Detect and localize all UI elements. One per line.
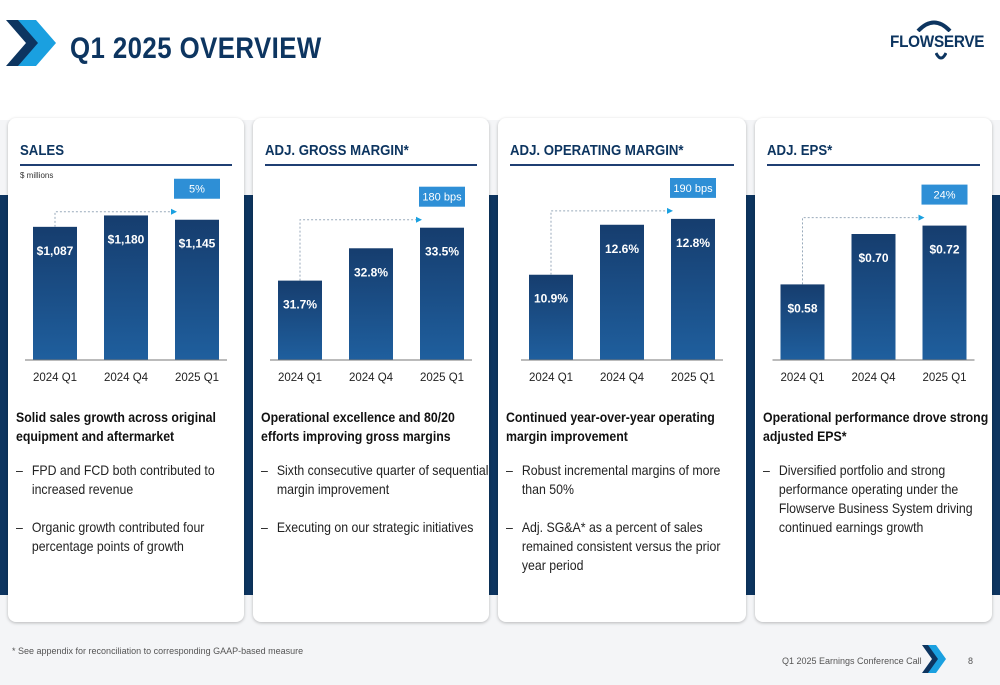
bar-value-label: 10.9%: [534, 292, 568, 306]
bullet-item: Diversified portfolio and strong perform…: [763, 461, 1000, 537]
card-title: ADJ. EPS*: [767, 142, 833, 159]
change-callout-label: 5%: [189, 184, 205, 196]
footer-source: Q1 2025 Earnings Conference Call: [782, 656, 922, 666]
bullet-item: Sixth consecutive quarter of sequential …: [261, 461, 499, 499]
card-headline: Continued year-over-year operating margi…: [506, 409, 715, 444]
eps-bar-chart: $0.58 2024 Q1 $0.70 2024 Q4 $0.72 2025 Q1 24%: [772, 184, 975, 384]
bullet-item: Organic growth contributed four percenta…: [16, 518, 254, 556]
axis-tick-label: 2024 Q4: [104, 372, 149, 384]
card-headline: Solid sales growth across original equip…: [16, 409, 216, 444]
divider: [767, 164, 980, 166]
card-title: SALES: [20, 142, 65, 159]
axis-tick-label: 2025 Q1: [922, 372, 966, 384]
chart-bar: [671, 218, 715, 360]
change-callout-label: 180 bps: [422, 192, 462, 204]
footnote: * See appendix for reconciliation to cor…: [12, 646, 304, 656]
bar-value-label: $0.58: [787, 301, 817, 315]
card-title: ADJ. OPERATING MARGIN*: [510, 142, 684, 159]
bar-value-label: 33.5%: [425, 245, 459, 259]
growth-arrow: [54, 211, 171, 227]
axis-tick-label: 2024 Q1: [780, 372, 824, 384]
chart-bar: [33, 226, 77, 360]
gross-margin-bar-chart: 31.7% 2024 Q1 32.8% 2024 Q4 33.5% 2025 Q1 180 …: [270, 186, 472, 384]
change-callout-box: [670, 178, 716, 198]
axis-tick-label: 2024 Q4: [851, 372, 896, 384]
chart-bar: [175, 219, 219, 360]
bar-value-label: $1,087: [37, 244, 74, 258]
chart-bar: [922, 225, 967, 360]
bar-value-label: $1,180: [108, 232, 145, 246]
arrow-head-icon: [667, 207, 673, 214]
page-title: Q1 2025 OVERVIEW: [70, 32, 322, 65]
arrow-head-icon: [171, 208, 177, 215]
bullet-item: Adj. SG&A* as a percent of sales remaine…: [506, 518, 744, 575]
bar-value-label: $1,145: [179, 237, 216, 251]
bar-value-label: 32.8%: [354, 265, 388, 279]
arrow-head-icon: [416, 216, 422, 223]
chart-bar: [420, 227, 464, 360]
change-callout-label: 190 bps: [673, 183, 713, 195]
card-headline: Operational excellence and 80/20 efforts…: [261, 409, 455, 444]
bar-value-label: 12.6%: [605, 242, 639, 256]
arrow-head-icon: [918, 214, 925, 221]
card-sales: SALES $ millions $1,087 2024 Q1 $1,180 2024…: [8, 118, 244, 622]
chart-bar: [600, 224, 644, 360]
chart-bar: [349, 248, 393, 360]
chart-bar: [278, 280, 322, 360]
card-gross-margin: ADJ. GROSS MARGIN* 31.7% 2024 Q1 32.8% 2024…: [253, 118, 489, 622]
change-callout-box: [921, 184, 968, 205]
brand-drop-icon: [935, 52, 947, 60]
axis-tick-label: 2025 Q1: [420, 372, 464, 384]
change-callout-box: [419, 186, 465, 207]
axis-tick-label: 2024 Q1: [529, 372, 573, 384]
operating-margin-bar-chart: 10.9% 2024 Q1 12.6% 2024 Q4 12.8% 2025 Q1 190 …: [521, 178, 723, 384]
page-number: 8: [968, 656, 974, 666]
axis-tick-label: 2024 Q4: [349, 372, 394, 384]
axis-tick-label: 2024 Q1: [278, 372, 322, 384]
axis-tick-label: 2024 Q1: [33, 372, 77, 384]
bullet-item: Robust incremental margins of more than …: [506, 461, 744, 499]
sales-bar-chart: $1,087 2024 Q1 $1,180 2024 Q4 $1,145 2025 Q1 5…: [25, 178, 227, 384]
growth-arrow: [550, 210, 667, 275]
bullet-list: Robust incremental margins of more than …: [506, 461, 776, 594]
footer-chevron-icon: [922, 645, 946, 673]
axis-tick-label: 2024 Q4: [600, 372, 645, 384]
growth-arrow: [802, 217, 919, 285]
card-title: ADJ. GROSS MARGIN*: [265, 142, 409, 159]
bullet-item: Executing on our strategic initiatives: [261, 518, 499, 537]
chart-bar: [529, 274, 573, 360]
divider: [510, 164, 734, 166]
axis-tick-label: 2025 Q1: [671, 372, 715, 384]
divider: [20, 164, 232, 166]
brand-arc-icon: [916, 20, 952, 32]
bullet-list: FPD and FCD both contributed to increase…: [16, 461, 286, 575]
divider: [265, 164, 477, 166]
bullet-item: FPD and FCD both contributed to increase…: [16, 461, 254, 499]
bar-value-label: $0.70: [858, 251, 888, 265]
axis-tick-label: 2025 Q1: [175, 372, 219, 384]
card-operating-margin: ADJ. OPERATING MARGIN* 10.9% 2024 Q1 12.6%…: [498, 118, 746, 622]
bullet-list: Sixth consecutive quarter of sequential …: [261, 461, 531, 556]
chart-bar: [780, 284, 825, 360]
chart-bar: [851, 234, 896, 360]
chart-bar: [104, 215, 148, 360]
card-eps: ADJ. EPS* $0.58 2024 Q1 $0.70 2024 Q4 $0.72 2…: [755, 118, 992, 622]
unit-label: $ millions: [20, 171, 54, 180]
change-callout-box: [174, 178, 220, 199]
chevron-logo-icon: [6, 20, 56, 66]
card-headline: Operational performance drove strong adj…: [763, 409, 989, 444]
brand-logo-text: FLOWSERVE: [890, 32, 985, 51]
change-callout-label: 24%: [933, 190, 955, 202]
header-background: [0, 0, 1000, 120]
growth-arrow: [299, 219, 416, 281]
bar-value-label: $0.72: [929, 243, 959, 257]
bar-value-label: 12.8%: [676, 236, 710, 250]
bullet-list: Diversified portfolio and strong perform…: [763, 461, 1000, 556]
bar-value-label: 31.7%: [283, 298, 317, 312]
